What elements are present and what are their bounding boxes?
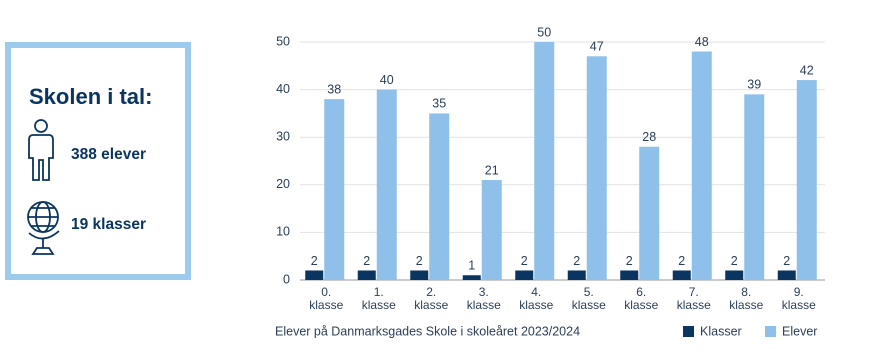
globe-icon xyxy=(27,201,60,255)
bar xyxy=(515,270,534,280)
info-box: Skolen i tal: 388 elever 19 klasser xyxy=(5,42,191,280)
bar xyxy=(324,99,345,281)
bar xyxy=(744,94,765,280)
y-tick-label: 0 xyxy=(283,272,290,286)
data-label: 48 xyxy=(695,35,709,49)
data-label: 2 xyxy=(416,254,423,268)
legend-label: Klasser xyxy=(700,324,742,338)
legend-swatch xyxy=(683,326,694,337)
x-tick-label: 1. klasse xyxy=(361,285,396,312)
info-title: Skolen i tal: xyxy=(29,84,153,109)
info-item: 388 elever xyxy=(71,146,146,163)
data-label: 1 xyxy=(468,259,475,273)
x-tick-label: 2. klasse xyxy=(414,285,449,312)
data-label: 2 xyxy=(573,254,580,268)
data-label: 39 xyxy=(747,78,761,92)
data-label: 38 xyxy=(327,82,341,96)
bar xyxy=(639,146,660,280)
chart-caption: Elever på Danmarksgades Skole i skoleåre… xyxy=(275,324,580,338)
bar xyxy=(796,80,817,280)
data-label: 2 xyxy=(521,254,528,268)
data-label: 2 xyxy=(783,254,790,268)
data-label: 35 xyxy=(432,97,446,111)
data-label: 47 xyxy=(590,40,604,54)
x-tick-label: 7. klasse xyxy=(676,285,711,312)
data-label: 40 xyxy=(380,73,394,87)
info-item: 19 klasser xyxy=(71,216,146,233)
x-tick-label: 9. klasse xyxy=(781,285,816,312)
data-label: 21 xyxy=(485,163,499,177)
bar xyxy=(481,180,502,280)
y-tick-label: 20 xyxy=(276,177,290,191)
x-tick-label: 8. klasse xyxy=(729,285,764,312)
bar xyxy=(672,270,691,280)
data-label: 50 xyxy=(537,25,551,39)
y-tick-label: 40 xyxy=(276,82,290,96)
data-label: 2 xyxy=(678,254,685,268)
x-tick-label: 0. klasse xyxy=(309,285,344,312)
data-label: 42 xyxy=(800,63,814,77)
x-tick-label: 5. klasse xyxy=(571,285,606,312)
bar xyxy=(725,270,744,280)
person-icon xyxy=(28,119,54,181)
bar xyxy=(305,270,324,280)
x-tick-label: 6. klasse xyxy=(624,285,659,312)
y-tick-label: 30 xyxy=(276,129,290,143)
legend-label: Elever xyxy=(782,324,817,338)
bar xyxy=(777,270,796,280)
bar xyxy=(462,275,481,280)
bar xyxy=(567,270,586,280)
data-label: 2 xyxy=(363,254,370,268)
bar xyxy=(620,270,639,280)
y-tick-label: 10 xyxy=(276,225,290,239)
bar xyxy=(534,42,555,280)
bar xyxy=(429,113,450,281)
y-tick-label: 50 xyxy=(276,34,290,48)
bar xyxy=(586,56,607,280)
x-tick-label: 4. klasse xyxy=(519,285,554,312)
data-label: 2 xyxy=(731,254,738,268)
bar xyxy=(410,270,429,280)
data-label: 2 xyxy=(626,254,633,268)
legend-swatch xyxy=(765,326,776,337)
x-tick-label: 3. klasse xyxy=(466,285,501,312)
bar xyxy=(357,270,376,280)
bar xyxy=(691,51,712,280)
data-label: 2 xyxy=(311,254,318,268)
bar xyxy=(376,89,397,280)
data-label: 28 xyxy=(642,130,656,144)
